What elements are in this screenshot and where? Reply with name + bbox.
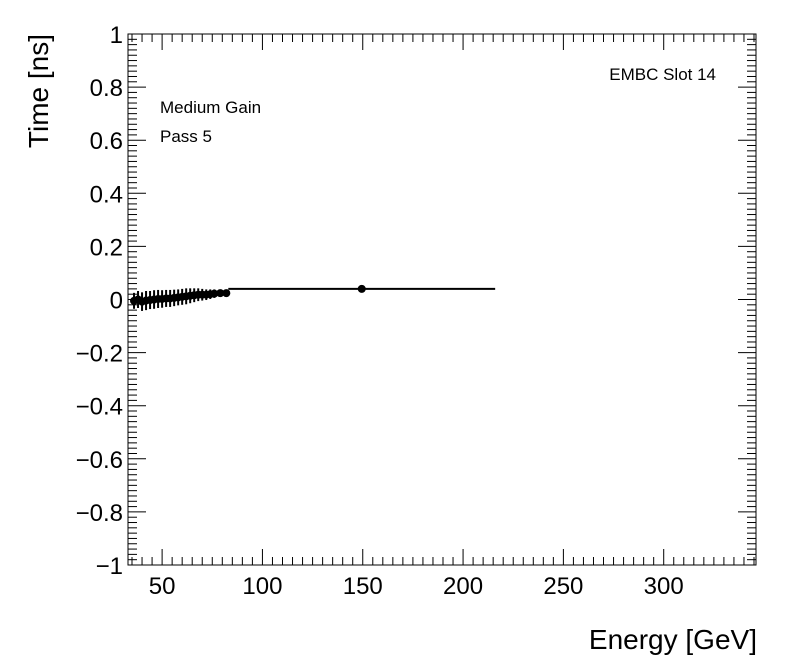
y-tick-label: −0.4 <box>76 394 123 421</box>
data-point <box>222 289 231 298</box>
y-tick-label: 1 <box>110 22 123 49</box>
tick-labels: 50 100 150 200 250 300 −1 −0.8 −0.6 −0.4 −0.2 0 0.2 0… <box>76 22 684 600</box>
x-tick-label: 100 <box>242 573 282 600</box>
y-tick-label: −0.2 <box>76 341 123 368</box>
axis-ticks <box>128 33 756 566</box>
point-marker <box>210 289 219 298</box>
point-marker <box>216 289 225 298</box>
y-tick-label: −0.6 <box>76 447 123 474</box>
x-tick-label: 200 <box>443 573 483 600</box>
y-tick-label: 0.2 <box>90 234 123 261</box>
data-point <box>210 289 219 298</box>
y-tick-label: 0.8 <box>90 75 123 102</box>
x-tick-label: 150 <box>343 573 383 600</box>
data-point <box>228 284 496 293</box>
x-axis-title: Energy [GeV] <box>589 624 757 655</box>
annotation-pass: Pass 5 <box>160 127 212 146</box>
point-marker <box>357 284 366 293</box>
data-marks <box>130 284 496 311</box>
point-marker <box>222 289 231 298</box>
y-tick-label: −1 <box>96 553 123 580</box>
y-tick-label: 0.4 <box>90 181 123 208</box>
annotation-gain: Medium Gain <box>160 98 261 117</box>
y-tick-label: 0.6 <box>90 128 123 155</box>
annotation-slot: EMBC Slot 14 <box>609 65 716 84</box>
y-tick-label: 0 <box>110 288 123 315</box>
y-axis-title: Time [ns] <box>23 34 54 148</box>
x-tick-label: 250 <box>543 573 583 600</box>
y-tick-label: −0.8 <box>76 500 123 527</box>
x-tick-label: 300 <box>644 573 684 600</box>
data-point <box>216 289 225 298</box>
x-tick-label: 50 <box>149 573 176 600</box>
